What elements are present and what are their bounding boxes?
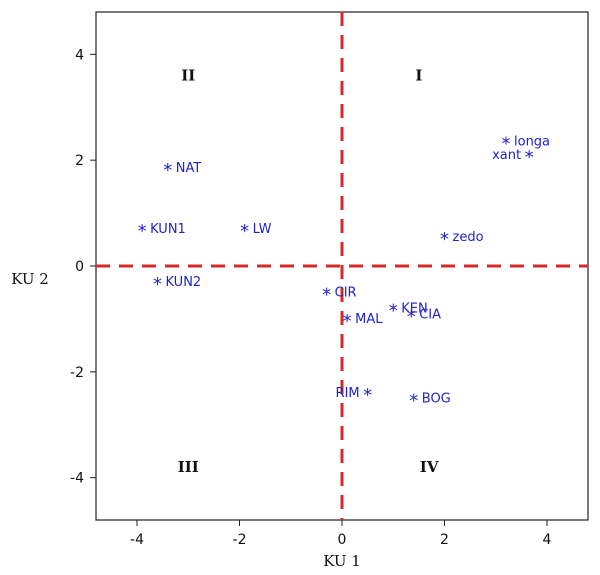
data-point-label: KEN <box>401 301 427 316</box>
data-point: * NAT <box>163 160 201 181</box>
data-point-label: longa <box>514 135 550 150</box>
data-point: *RIM <box>336 385 373 406</box>
data-point: * BOG <box>409 390 451 411</box>
y-tick-label: 4 <box>75 47 84 63</box>
data-point-label: KUN2 <box>166 275 202 290</box>
data-point: * KUN2 <box>153 274 201 295</box>
quadrant-label: IV <box>420 458 439 476</box>
data-point-label: BOG <box>422 391 451 406</box>
asterisk-marker-icon: * <box>502 134 511 155</box>
x-tick-label: -2 <box>233 532 247 548</box>
data-point-label: xant <box>492 148 521 163</box>
data-point-label: NAT <box>176 161 202 176</box>
data-point-label: CIA <box>419 308 441 323</box>
x-tick-label: 2 <box>440 532 449 548</box>
quadrant-label: III <box>178 458 199 476</box>
asterisk-marker-icon: * <box>409 390 418 411</box>
asterisk-marker-icon: * <box>343 311 352 332</box>
data-point: * xant <box>492 147 534 168</box>
asterisk-marker-icon: * <box>138 221 147 242</box>
y-tick-label: -2 <box>70 365 84 381</box>
quadrant-label: I <box>415 67 422 85</box>
asterisk-marker-icon: * <box>407 307 416 328</box>
y-tick-label: 0 <box>75 259 84 275</box>
data-point: * MAL <box>343 311 384 332</box>
data-point-label: LW <box>253 222 272 237</box>
x-tick-label: 4 <box>543 532 552 548</box>
asterisk-marker-icon: * <box>389 300 398 321</box>
asterisk-marker-icon: * <box>153 274 162 295</box>
data-point-label: RIM <box>336 386 360 401</box>
asterisk-marker-icon: * <box>440 229 449 250</box>
data-point: * KUN1 <box>138 221 186 242</box>
data-point: * longa <box>502 134 551 155</box>
x-axis-title: KU 1 <box>323 552 361 570</box>
x-tick-label: -4 <box>130 532 144 548</box>
data-point-label: zedo <box>453 230 484 245</box>
data-point-label: CIR <box>335 285 357 300</box>
data-point: * CIA <box>407 307 441 328</box>
quadrant-label: II <box>181 67 195 85</box>
data-point: * KEN <box>389 300 428 321</box>
y-tick-label: -4 <box>70 471 84 487</box>
data-point: * zedo <box>440 229 484 250</box>
asterisk-marker-icon: * <box>363 385 372 406</box>
data-point: * CIR <box>322 284 356 305</box>
asterisk-marker-icon: * <box>163 160 172 181</box>
asterisk-marker-icon: * <box>240 221 249 242</box>
data-point: * LW <box>240 221 272 242</box>
y-axis-title: KU 2 <box>11 270 49 288</box>
y-tick-label: 2 <box>75 153 84 169</box>
x-tick-label: 0 <box>338 532 347 548</box>
data-point-label: KUN1 <box>150 222 186 237</box>
asterisk-marker-icon: * <box>525 147 534 168</box>
asterisk-marker-icon: * <box>322 284 331 305</box>
data-point-label: MAL <box>355 312 383 327</box>
